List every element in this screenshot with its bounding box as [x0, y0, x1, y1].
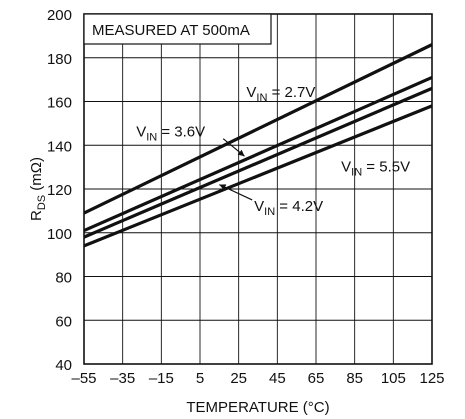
x-tick-label: –35 [110, 370, 135, 387]
y-tick-label: 120 [47, 182, 72, 199]
series-label-1: VIN = 3.6V [136, 124, 205, 144]
series-label-rest: = 2.7V [267, 84, 315, 101]
series-line-2 [83, 86, 433, 239]
y-tick-label: 140 [47, 138, 72, 155]
series-lines [83, 43, 433, 248]
series-label-2: VIN = 4.2V [254, 198, 323, 218]
y-axis-label-base: R [28, 210, 45, 221]
series-line-3 [83, 104, 433, 248]
leader-arrow-1 [237, 149, 245, 157]
x-tick-label: 85 [346, 370, 363, 387]
series-label-sub: IN [351, 167, 362, 179]
series-label-rest: = 4.2V [275, 198, 323, 215]
x-tick-labels: –55 –35 –15 5 25 45 65 85 105 125 [71, 370, 444, 387]
series-label-3: VIN = 5.5V [341, 159, 410, 179]
y-tick-label: 180 [47, 51, 72, 68]
series-label-sub: IN [256, 92, 267, 104]
series-label-base: V [254, 198, 264, 215]
x-tick-label: 45 [269, 370, 286, 387]
series-label-rest: = 3.6V [157, 124, 205, 141]
series-label-0: VIN = 2.7V [246, 84, 315, 104]
x-axis-label: TEMPERATURE (°C) [186, 399, 329, 416]
series-line-1 [83, 75, 433, 233]
series-label-sub: IN [146, 132, 157, 144]
y-tick-labels: 40 60 80 100 120 140 160 180 200 [47, 7, 72, 374]
annotation-text: MEASURED AT 500mA [92, 22, 250, 39]
x-tick-label: –15 [149, 370, 174, 387]
y-tick-label: 40 [55, 357, 72, 374]
series-label-sub: IN [264, 206, 275, 218]
y-tick-label: 200 [47, 7, 72, 24]
x-tick-label: 25 [230, 370, 247, 387]
series-label-rest: = 5.5V [362, 159, 410, 176]
x-tick-label: 5 [196, 370, 204, 387]
x-tick-label: 105 [381, 370, 406, 387]
annotation-box [83, 13, 272, 45]
y-tick-label: 60 [55, 313, 72, 330]
x-tick-label: 65 [308, 370, 325, 387]
series-label-base: V [341, 159, 351, 176]
y-axis-label-sub: DS [36, 195, 48, 210]
x-tick-label: –55 [71, 370, 96, 387]
y-tick-label: 80 [55, 270, 72, 287]
y-axis-label-rest: (mΩ) [28, 157, 45, 195]
series-label-base: V [136, 124, 146, 141]
leader-arrow-2 [219, 184, 227, 191]
y-axis-label: RDS (mΩ) [28, 157, 48, 221]
y-tick-label: 100 [47, 226, 72, 243]
x-tick-label: 125 [419, 370, 444, 387]
series-line-0 [83, 43, 433, 215]
y-tick-label: 160 [47, 95, 72, 112]
series-label-base: V [246, 84, 256, 101]
